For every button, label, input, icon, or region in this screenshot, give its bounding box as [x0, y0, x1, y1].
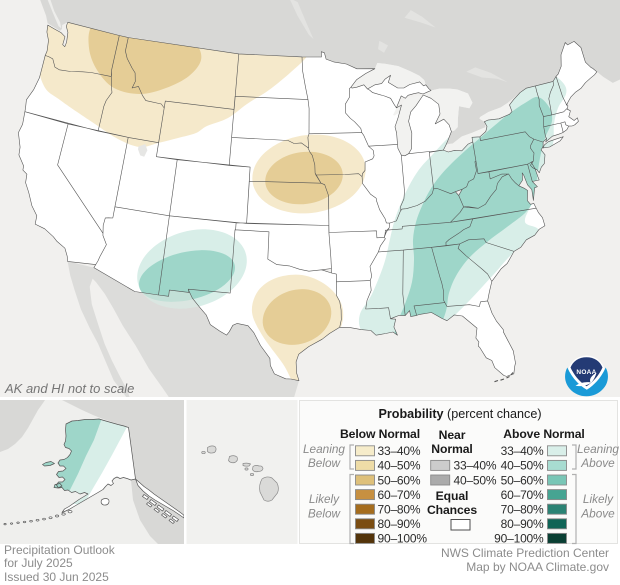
svg-text:80–90%: 80–90%	[501, 517, 544, 531]
svg-text:Likely: Likely	[309, 492, 340, 506]
svg-text:70–80%: 70–80%	[501, 503, 544, 517]
svg-text:NOAA: NOAA	[576, 369, 596, 376]
svg-text:Above: Above	[580, 507, 615, 521]
svg-text:Leaning: Leaning	[577, 442, 619, 456]
svg-text:60–70%: 60–70%	[378, 488, 421, 502]
svg-text:90–100%: 90–100%	[494, 532, 544, 546]
svg-text:Above Normal: Above Normal	[503, 427, 584, 441]
svg-text:Chances: Chances	[427, 503, 477, 517]
svg-text:Above: Above	[580, 456, 615, 470]
svg-text:80–90%: 80–90%	[378, 517, 421, 531]
svg-text:50–60%: 50–60%	[378, 473, 421, 487]
svg-text:Probability (percent chance): Probability (percent chance)	[378, 407, 541, 421]
svg-text:33–40%: 33–40%	[501, 444, 544, 458]
svg-text:Below: Below	[308, 507, 342, 521]
svg-text:Equal: Equal	[436, 489, 469, 503]
svg-text:70–80%: 70–80%	[378, 503, 421, 517]
svg-text:90–100%: 90–100%	[378, 532, 428, 546]
svg-text:60–70%: 60–70%	[501, 488, 544, 502]
svg-text:Likely: Likely	[583, 492, 614, 506]
svg-text:40–50%: 40–50%	[501, 459, 544, 473]
svg-text:Below Normal: Below Normal	[340, 427, 420, 441]
svg-text:Near: Near	[439, 428, 466, 442]
svg-text:33–40%: 33–40%	[378, 444, 421, 458]
svg-text:33–40%: 33–40%	[454, 459, 497, 473]
svg-text:Below: Below	[308, 456, 342, 470]
svg-text:50–60%: 50–60%	[501, 473, 544, 487]
svg-text:AK and HI not to scale: AK and HI not to scale	[4, 381, 134, 396]
svg-text:Leaning: Leaning	[303, 442, 345, 456]
svg-text:40–50%: 40–50%	[378, 459, 421, 473]
svg-text:Normal: Normal	[431, 442, 472, 456]
svg-text:40–50%: 40–50%	[454, 473, 497, 487]
